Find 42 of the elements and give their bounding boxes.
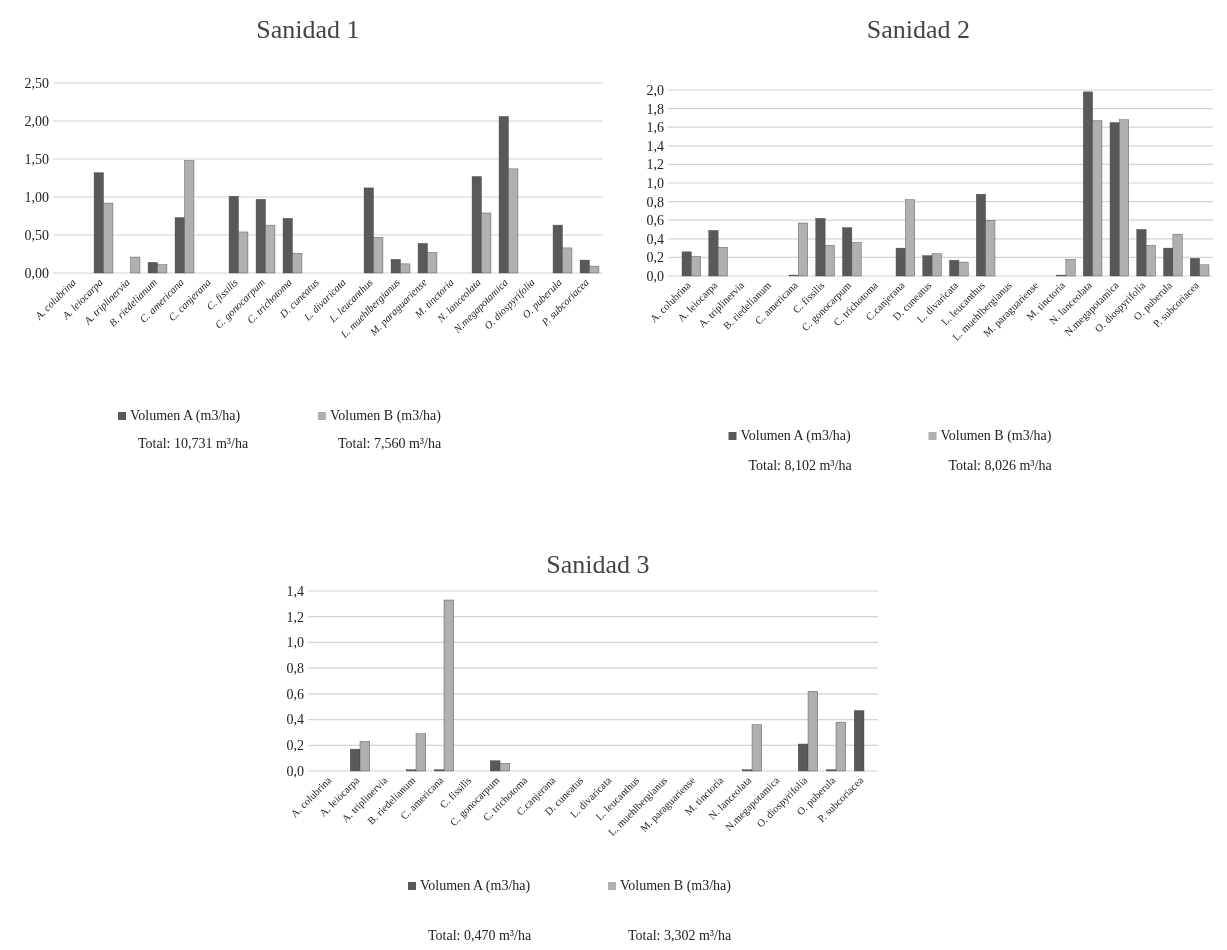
y-tick-label: 1,0 xyxy=(646,175,664,191)
y-tick-label: 0,00 xyxy=(24,265,49,281)
y-tick-label: 0,0 xyxy=(286,763,304,779)
y-tick-label: 2,50 xyxy=(24,75,49,91)
legend-label: Volumen B (m3/ha) xyxy=(940,428,1052,444)
y-tick-label: 0,4 xyxy=(646,231,664,247)
bar xyxy=(130,256,141,274)
y-tick-label: 0,4 xyxy=(286,712,304,728)
y-tick-label: 0,8 xyxy=(646,194,664,210)
legend-label: Volumen A (m3/ha) xyxy=(420,878,531,894)
y-tick-label: 2,0 xyxy=(646,82,664,98)
y-tick-label: 1,2 xyxy=(646,157,664,173)
y-tick-label: 1,6 xyxy=(646,120,664,136)
y-tick-label: 1,0 xyxy=(286,635,304,651)
y-tick-label: 0,8 xyxy=(286,661,304,677)
y-tick-label: 0,0 xyxy=(646,268,664,284)
y-tick-label: 0,2 xyxy=(286,738,304,754)
y-tick-label: 0,6 xyxy=(286,686,304,702)
chart-title: Sanidad 2 xyxy=(866,15,971,44)
y-tick-label: 2,00 xyxy=(24,113,49,129)
text: Total: 7,560 m³/ha xyxy=(338,436,442,451)
text: Total: 3,302 m³/ha xyxy=(628,928,732,943)
y-tick-label: 1,50 xyxy=(24,151,49,167)
y-tick-label: 0,2 xyxy=(646,250,664,266)
text: Total: 8,102 m³/ha xyxy=(748,458,853,473)
bar xyxy=(854,710,865,772)
text: Total: 10,731 m³/ha xyxy=(138,436,249,451)
chart-title: Sanidad 1 xyxy=(256,15,360,44)
text: Total: 8,026 m³/ha xyxy=(948,458,1053,473)
y-tick-label: 1,8 xyxy=(646,101,664,117)
y-tick-label: 0,6 xyxy=(646,213,664,229)
legend-label: Volumen B (m3/ha) xyxy=(620,878,732,894)
legend-label: Volumen A (m3/ha) xyxy=(740,428,852,444)
text: Total: 0,470 m³/ha xyxy=(428,928,532,943)
y-tick-label: 1,4 xyxy=(286,583,304,599)
y-tick-label: 0,50 xyxy=(24,227,49,243)
legend-label: Volumen A (m3/ha) xyxy=(130,408,241,424)
legend-label: Volumen B (m3/ha) xyxy=(330,408,442,424)
y-tick-label: 1,2 xyxy=(286,609,304,625)
chart-title: Sanidad 3 xyxy=(546,550,650,579)
y-tick-label: 1,4 xyxy=(646,138,664,154)
y-tick-label: 1,00 xyxy=(24,189,49,205)
